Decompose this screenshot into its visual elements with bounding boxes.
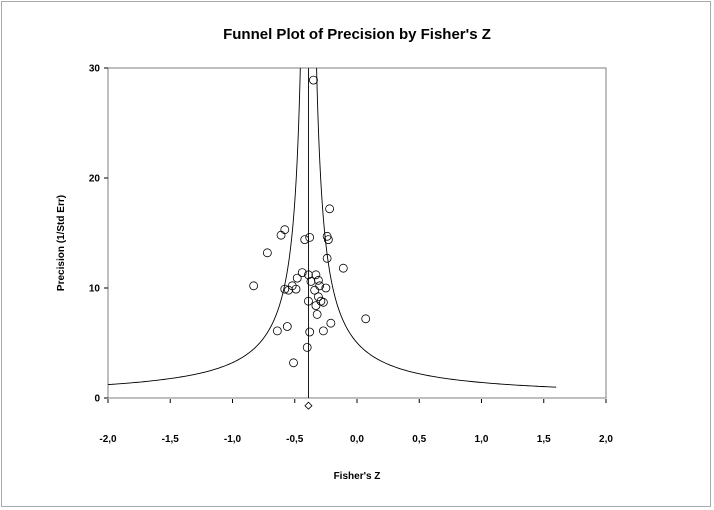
data-point — [315, 281, 325, 291]
data-point — [284, 285, 293, 295]
y-axis-ticks: 0 10 20 30 — [89, 64, 108, 405]
data-point — [338, 263, 348, 273]
data-point — [311, 270, 321, 280]
y-tick-label: 0 — [94, 394, 100, 405]
data-point — [318, 297, 328, 307]
data-point — [323, 235, 333, 245]
data-point — [280, 284, 290, 294]
data-point — [305, 232, 315, 242]
data-point — [361, 314, 371, 324]
data-point — [300, 235, 310, 245]
x-tick-label: -1,0 — [224, 434, 242, 445]
x-axis-title: Fisher's Z — [334, 471, 381, 482]
data-point — [309, 75, 318, 85]
chart-title: Funnel Plot of Precision by Fisher's Z — [223, 26, 491, 43]
data-point — [249, 281, 259, 291]
data-point — [297, 268, 307, 278]
data-point — [314, 275, 323, 285]
data-point — [326, 318, 336, 328]
data-point — [282, 322, 292, 331]
x-tick-label: 2,0 — [599, 434, 613, 445]
x-tick-label: -1,5 — [162, 434, 180, 445]
data-point — [322, 253, 332, 263]
x-tick-label: 0,5 — [412, 434, 426, 445]
data-point — [312, 309, 322, 319]
data-point — [318, 326, 328, 336]
data-point — [272, 326, 282, 336]
x-tick-label: 1,5 — [537, 434, 551, 445]
y-tick-label: 20 — [89, 174, 101, 185]
data-point — [305, 327, 315, 337]
data-point — [304, 270, 313, 280]
funnel-layer — [108, 67, 557, 398]
data-point — [321, 283, 331, 293]
x-tick-label: 1,0 — [475, 434, 489, 445]
x-tick-label: -0,5 — [286, 434, 304, 445]
x-axis-ticks: -2,0 -1,5 -1,0 -0,5 0,0 0,5 1,0 1,5 2,0 — [99, 399, 613, 445]
x-tick-label: 0,0 — [350, 434, 364, 445]
data-point — [325, 204, 335, 214]
data-point — [311, 301, 321, 311]
data-points — [249, 75, 371, 410]
data-point — [276, 230, 286, 240]
y-axis-title: Precision (1/Std Err) — [56, 195, 67, 291]
funnel-right-boundary — [316, 67, 557, 388]
y-tick-label: 10 — [89, 284, 101, 295]
x-tick-label: -2,0 — [99, 434, 117, 445]
data-point — [310, 285, 320, 295]
data-point — [289, 358, 298, 368]
plot-area-border — [107, 67, 607, 399]
data-point — [280, 225, 290, 235]
data-point — [292, 273, 302, 283]
summary-effect-diamond — [304, 401, 313, 410]
data-point — [291, 284, 301, 294]
funnel-left-boundary — [108, 67, 301, 386]
data-point — [302, 342, 312, 352]
data-point — [314, 292, 323, 302]
y-tick-label: 30 — [89, 64, 101, 75]
data-point — [262, 248, 272, 258]
data-point — [306, 276, 316, 286]
data-point — [304, 296, 313, 306]
